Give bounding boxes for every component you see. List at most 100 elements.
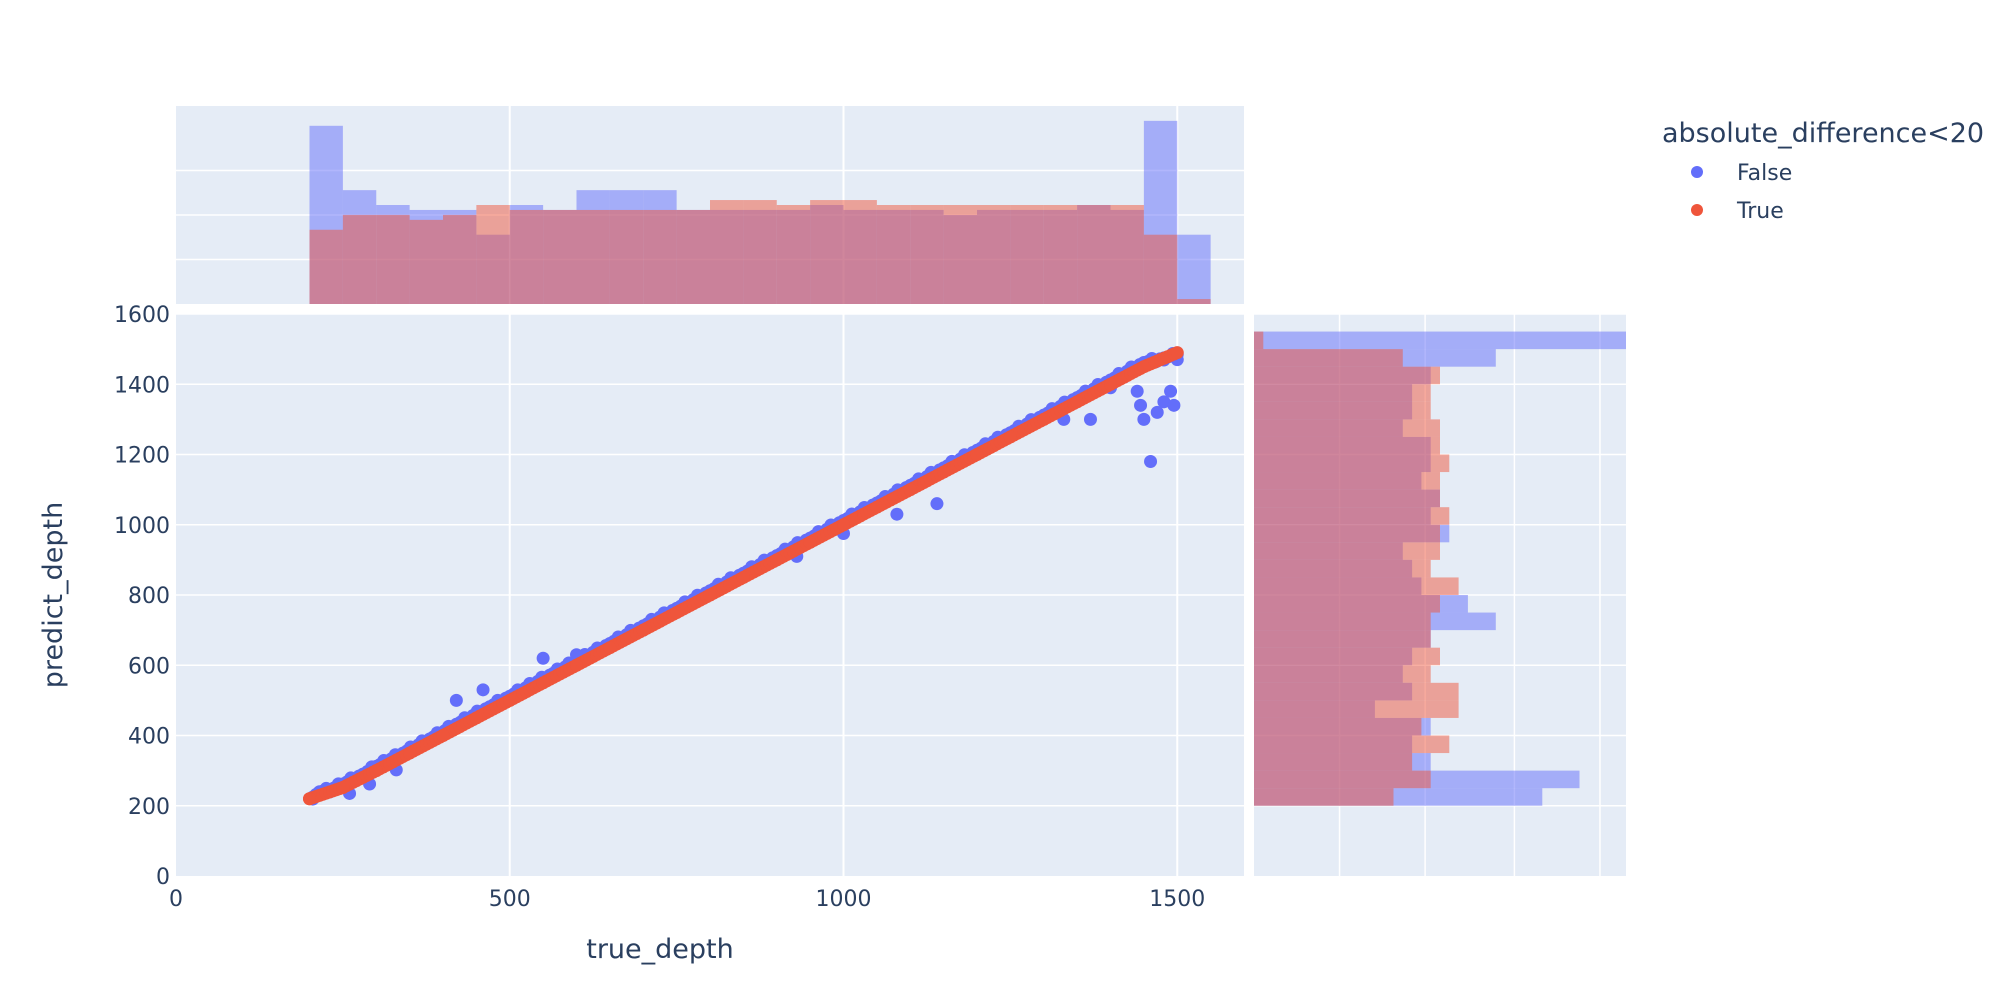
histogram-bar-x-true xyxy=(810,200,844,304)
histogram-bar-x-true xyxy=(1043,205,1078,304)
histogram-bar-x-true xyxy=(543,209,577,304)
histogram-bar-y-true xyxy=(1254,524,1440,543)
histogram-bar-x-true xyxy=(843,200,877,304)
histogram-bar-y-true xyxy=(1254,542,1440,560)
legend-title: absolute_difference<20 xyxy=(1662,118,1984,149)
histogram-bar-y-true xyxy=(1254,436,1440,455)
data-point-true xyxy=(436,729,450,742)
tick-labels: 0 500 1000 1500 0 200 400 600 800 1000 1200 1400 160… xyxy=(114,303,1205,912)
histogram-bar-x-true xyxy=(509,209,544,304)
histogram-bar-y-true xyxy=(1254,489,1440,508)
data-point-true xyxy=(469,711,483,725)
data-point-true xyxy=(403,746,417,760)
histogram-bar-y-true xyxy=(1254,507,1450,525)
histogram-bar-y-true xyxy=(1254,612,1431,631)
data-point-false xyxy=(536,651,550,665)
data-point-true xyxy=(770,553,784,567)
data-point-false xyxy=(476,683,490,697)
data-point-true xyxy=(1137,360,1151,374)
y-tick-label: 0 xyxy=(156,865,170,890)
histogram-bar-x-true xyxy=(609,209,644,304)
data-point-true xyxy=(336,780,350,794)
histogram-bar-y-true xyxy=(1254,770,1431,789)
data-point-false xyxy=(449,693,463,707)
histogram-bar-y-true xyxy=(1254,665,1431,683)
histogram-bar-x-true xyxy=(943,205,977,304)
histogram-bar-y-true xyxy=(1254,595,1440,613)
histogram-bar-y-true xyxy=(1254,419,1440,437)
data-point-true xyxy=(670,606,684,620)
legend[interactable]: absolute_difference<20 False True xyxy=(1662,118,1984,224)
scatter-points xyxy=(303,346,1184,806)
x-tick-label: 500 xyxy=(489,887,531,912)
histogram-bar-y-true xyxy=(1254,717,1422,736)
histogram-bar-y-true xyxy=(1254,577,1459,595)
histogram-bar-x-true xyxy=(1077,205,1111,304)
histogram-bar-x-true xyxy=(309,229,343,304)
histogram-bar-y-true xyxy=(1254,682,1459,701)
data-point-false xyxy=(890,507,904,521)
data-point-true xyxy=(570,658,583,672)
data-point-false xyxy=(1130,384,1144,398)
data-point-false xyxy=(930,497,944,511)
data-point-false xyxy=(1137,412,1151,426)
y-tick-label: 1600 xyxy=(114,303,170,328)
legend-marker-true xyxy=(1691,204,1703,216)
histogram-bar-y-true xyxy=(1254,735,1450,754)
histogram-bar-x-true xyxy=(443,214,477,304)
data-point-false xyxy=(1164,384,1178,398)
y-axis-title: predict_depth xyxy=(38,502,69,688)
data-point-true xyxy=(303,792,316,806)
histogram-bar-x-true xyxy=(476,205,510,304)
data-point-true xyxy=(369,764,383,778)
data-point-true xyxy=(1070,395,1084,409)
data-point-false xyxy=(1167,398,1181,412)
legend-label-true: True xyxy=(1736,199,1784,224)
data-point-false xyxy=(1144,455,1158,469)
histogram-bar-y-true xyxy=(1254,647,1440,666)
histogram-bar-x-true xyxy=(342,214,377,304)
y-tick-label: 1400 xyxy=(114,373,170,398)
histogram-bar-x-true xyxy=(1177,299,1211,304)
histogram-bar-x-true xyxy=(576,209,610,304)
histogram-bar-y-true xyxy=(1254,753,1413,771)
histogram-bar-y-true xyxy=(1254,349,1403,367)
histogram-bar-x-true xyxy=(743,200,777,304)
histogram-bar-x-true xyxy=(977,205,1011,304)
x-axis-title: true_depth xyxy=(586,934,734,965)
legend-item-false[interactable]: False xyxy=(1691,161,1792,186)
legend-item-true[interactable]: True xyxy=(1691,199,1784,224)
legend-marker-false xyxy=(1691,166,1703,178)
y-tick-label: 600 xyxy=(128,654,170,679)
histogram-bar-x-true xyxy=(1110,205,1144,304)
data-point-true xyxy=(903,483,917,497)
data-point-true xyxy=(1104,377,1117,391)
histogram-bar-x-true xyxy=(1010,205,1044,304)
histogram-bar-x-true xyxy=(1143,234,1178,304)
x-marginal-histogram xyxy=(309,120,1211,304)
histogram-bar-y-true xyxy=(1254,472,1440,490)
data-point-true xyxy=(1170,346,1184,360)
x-tick-label: 0 xyxy=(169,887,183,912)
x-tick-label: 1500 xyxy=(1149,887,1205,912)
y-tick-label: 400 xyxy=(128,725,170,750)
data-point-true xyxy=(803,535,817,549)
histogram-bar-y-true xyxy=(1254,384,1431,402)
histogram-bar-x-true xyxy=(376,214,410,304)
histogram-bar-y-true xyxy=(1254,700,1459,718)
y-tick-label: 800 xyxy=(128,584,170,609)
histogram-bar-y-true xyxy=(1254,788,1394,806)
x-tick-label: 1000 xyxy=(816,887,872,912)
data-point-true xyxy=(870,500,884,514)
histogram-bar-x-true xyxy=(643,209,677,304)
data-point-false xyxy=(1157,395,1171,409)
histogram-bar-x-true xyxy=(776,205,811,304)
histogram-bar-y-true xyxy=(1254,559,1431,578)
data-point-true xyxy=(937,465,951,479)
histogram-bar-y-true xyxy=(1254,630,1431,648)
histogram-bar-x-true xyxy=(876,205,911,304)
histogram-bar-x-false xyxy=(1177,234,1211,304)
histogram-bar-x-true xyxy=(676,209,710,304)
